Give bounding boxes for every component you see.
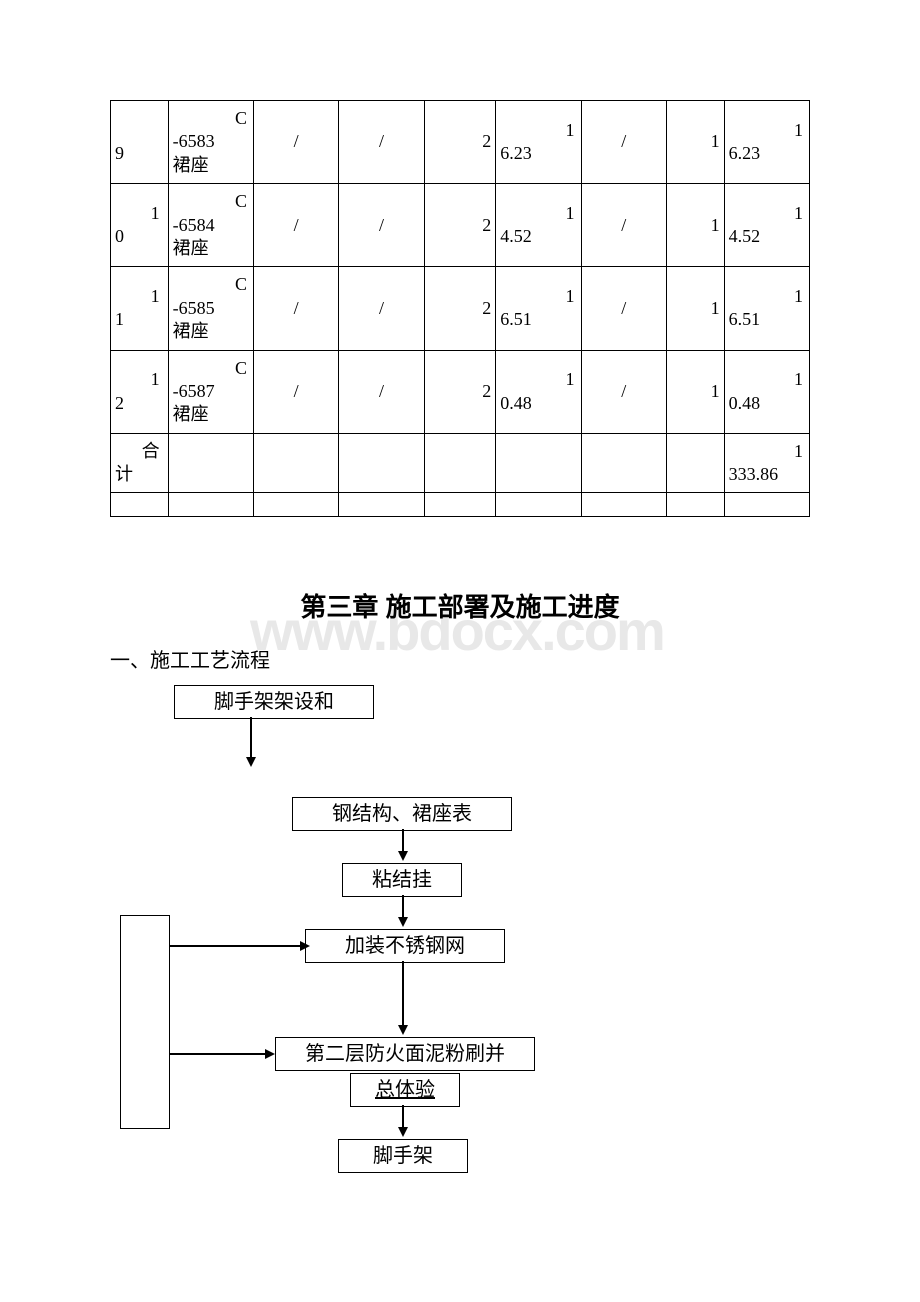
table-row: 12C-6587裙座//210.48/110.48	[111, 350, 810, 433]
table-cell: /	[254, 267, 339, 350]
flow-box-7: 脚手架	[338, 1139, 468, 1173]
table-cell: 11	[111, 267, 169, 350]
flow-side-box	[120, 915, 170, 1129]
table-cell	[496, 493, 581, 517]
table-cell: /	[339, 184, 424, 267]
table-cell: /	[254, 350, 339, 433]
table-cell	[254, 433, 339, 493]
table-cell: 14.52	[724, 184, 809, 267]
flow-box-2: 钢结构、裙座表	[292, 797, 512, 831]
table-cell: 2	[424, 267, 496, 350]
flow-line	[402, 961, 404, 1027]
table-cell: 16.23	[724, 101, 809, 184]
table-cell: 2	[424, 184, 496, 267]
table-cell: 16.51	[496, 267, 581, 350]
table-cell	[496, 433, 581, 493]
table-cell: /	[339, 350, 424, 433]
table-cell	[339, 433, 424, 493]
flow-box-6: 总体验	[350, 1073, 460, 1107]
table-cell: 10.48	[496, 350, 581, 433]
table-sum-row: 合计 1333.86	[111, 433, 810, 493]
table-row	[111, 493, 810, 517]
data-table: 9C-6583裙座//216.23/116.2310C-6584裙座//214.…	[110, 100, 810, 517]
chapter-title: 第三章 施工部署及施工进度	[110, 587, 810, 624]
table-cell: C-6585裙座	[168, 267, 253, 350]
table-cell	[168, 493, 253, 517]
flow-arrow	[300, 941, 310, 951]
table-cell: 16.51	[724, 267, 809, 350]
table-cell: 10	[111, 184, 169, 267]
table-cell: 1	[666, 184, 724, 267]
flow-line	[170, 945, 305, 947]
table-cell: /	[581, 350, 666, 433]
table-cell: 1	[666, 101, 724, 184]
flow-line	[402, 895, 404, 919]
table-cell: 16.23	[496, 101, 581, 184]
table-cell	[581, 433, 666, 493]
table-cell: 12	[111, 350, 169, 433]
table-cell	[111, 493, 169, 517]
table-cell	[339, 493, 424, 517]
table-cell	[168, 433, 253, 493]
flow-box-1: 脚手架架设和	[174, 685, 374, 719]
flow-line	[402, 1105, 404, 1129]
table-row: 9C-6583裙座//216.23/116.23	[111, 101, 810, 184]
table-cell	[424, 493, 496, 517]
flow-line	[170, 1053, 270, 1055]
flow-line	[402, 829, 404, 853]
table-cell: /	[339, 267, 424, 350]
table-cell: 1	[666, 267, 724, 350]
table-cell: 合计	[111, 433, 169, 493]
table-cell: 14.52	[496, 184, 581, 267]
flow-box-5: 第二层防火面泥粉刷并	[275, 1037, 535, 1071]
flow-box-4: 加装不锈钢网	[305, 929, 505, 963]
table-cell: 1333.86	[724, 433, 809, 493]
table-cell	[666, 493, 724, 517]
section-heading: 一、施工工艺流程	[110, 644, 810, 673]
table-row: 10C-6584裙座//214.52/114.52	[111, 184, 810, 267]
table-row: 11C-6585裙座//216.51/116.51	[111, 267, 810, 350]
table-cell: C-6583裙座	[168, 101, 253, 184]
table-cell: 2	[424, 350, 496, 433]
flow-arrow	[398, 1127, 408, 1137]
flow-arrow	[265, 1049, 275, 1059]
table-cell: /	[254, 101, 339, 184]
flow-arrow	[398, 917, 408, 927]
table-cell: /	[339, 101, 424, 184]
table-cell: C-6584裙座	[168, 184, 253, 267]
table-cell: /	[581, 101, 666, 184]
table-cell: C-6587裙座	[168, 350, 253, 433]
flow-arrow	[398, 851, 408, 861]
flow-box-3: 粘结挂	[342, 863, 462, 897]
table-cell	[724, 493, 809, 517]
table-cell: 9	[111, 101, 169, 184]
table-cell	[581, 493, 666, 517]
table-cell	[666, 433, 724, 493]
table-cell: /	[581, 184, 666, 267]
flow-arrow	[246, 757, 256, 767]
table-cell: 1	[666, 350, 724, 433]
flow-line	[250, 717, 252, 759]
table-cell	[424, 433, 496, 493]
table-cell: 2	[424, 101, 496, 184]
flow-arrow	[398, 1025, 408, 1035]
table-cell: 10.48	[724, 350, 809, 433]
flowchart: 脚手架架设和 钢结构、裙座表 粘结挂 加装不锈钢网 第二层防火面泥粉刷并 总体验…	[110, 685, 810, 1245]
table-cell: /	[581, 267, 666, 350]
table-cell: /	[254, 184, 339, 267]
table-cell	[254, 493, 339, 517]
